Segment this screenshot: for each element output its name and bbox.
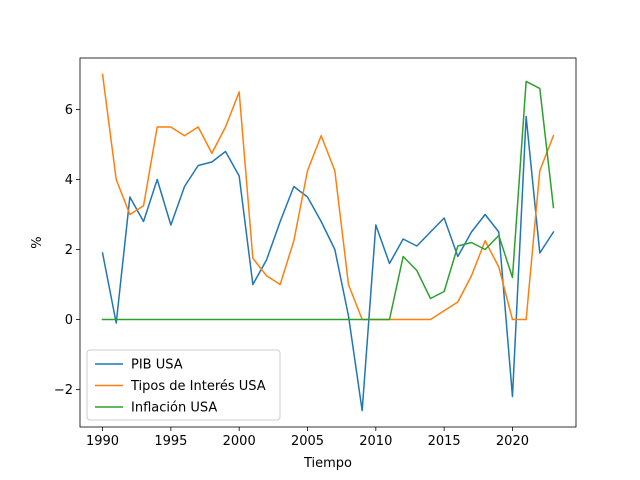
legend-box — [86, 349, 281, 421]
axes-frame — [79, 57, 577, 428]
series-line-3 — [101, 80, 555, 321]
y-tick-label: 2 — [65, 243, 73, 258]
y-tick-label: 6 — [65, 103, 73, 118]
y-tick-label: −2 — [54, 383, 73, 398]
x-axis-label: Tiempo — [303, 456, 352, 471]
x-tick-label: 1995 — [154, 434, 187, 449]
y-tick-label: 4 — [65, 173, 73, 188]
x-axis-ticks: 1990 1995 2000 2005 2010 2015 2020 — [86, 427, 529, 449]
legend-label-3: Inflación USA — [131, 401, 217, 416]
y-axis-ticks: −2 0 2 4 6 — [54, 103, 80, 398]
series-line-1 — [101, 115, 555, 412]
x-tick-label: 2005 — [291, 434, 324, 449]
series-layer — [101, 73, 555, 412]
series-line-2 — [101, 73, 555, 321]
x-tick-label: 2010 — [359, 434, 392, 449]
x-tick-label: 2015 — [428, 434, 461, 449]
x-tick-label: 2000 — [223, 434, 256, 449]
y-axis-label: % — [30, 236, 45, 248]
x-tick-label: 1990 — [86, 434, 119, 449]
y-tick-label: 0 — [65, 313, 73, 328]
legend-label-1: PIB USA — [131, 358, 183, 373]
x-tick-label: 2020 — [496, 434, 529, 449]
legend: PIB USA Tipos de Interés USA Inflación USA — [86, 349, 281, 421]
legend-label-2: Tipos de Interés USA — [130, 379, 266, 394]
